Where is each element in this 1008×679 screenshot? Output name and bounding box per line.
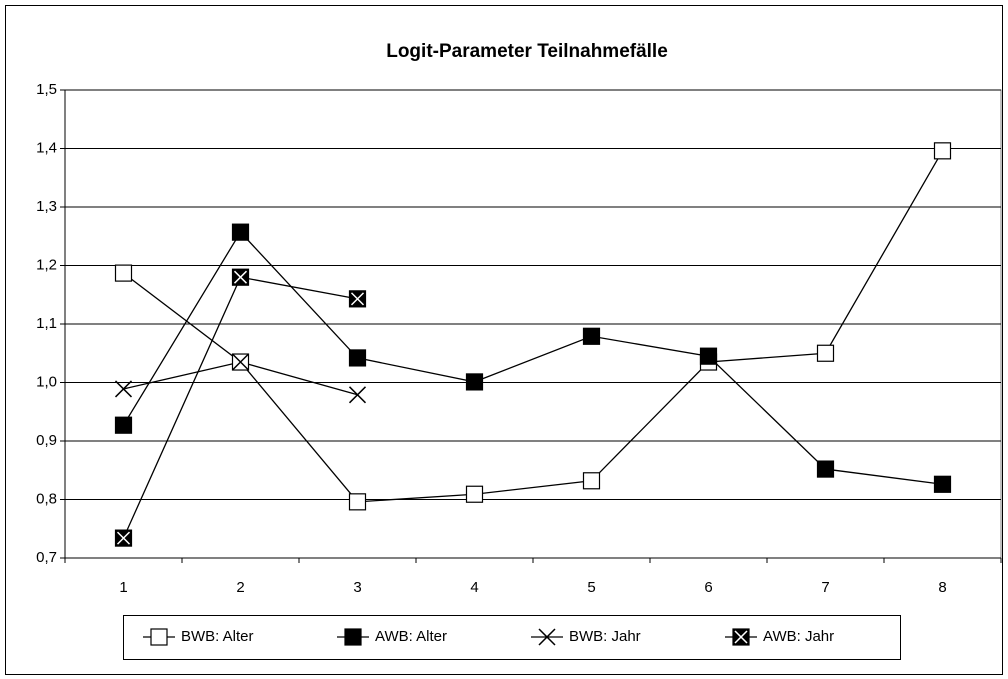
y-tick-label: 0,9	[36, 432, 57, 449]
marker-cross	[116, 531, 131, 545]
marker	[114, 416, 133, 434]
marker	[348, 349, 367, 367]
x-tick-label: 1	[119, 579, 127, 596]
marker-box	[231, 223, 250, 241]
marker	[150, 628, 168, 646]
marker-box	[348, 349, 367, 367]
marker	[732, 628, 750, 646]
marker-cross	[233, 270, 248, 284]
marker-box	[699, 347, 718, 365]
marker-box	[816, 344, 835, 362]
y-tick-label: 1,1	[36, 315, 57, 332]
marker-box	[933, 475, 952, 493]
marker	[699, 347, 718, 365]
marker-box	[816, 460, 835, 478]
marker	[582, 472, 601, 490]
legend-label: BWB: Alter	[181, 628, 254, 645]
marker	[933, 142, 952, 160]
marker-box	[114, 264, 133, 282]
marker	[114, 264, 133, 282]
marker-cross	[734, 630, 748, 644]
marker	[348, 386, 367, 404]
series-line	[122, 231, 943, 485]
marker	[816, 344, 835, 362]
series-line	[123, 150, 944, 503]
marker-box	[465, 373, 484, 391]
y-tick-label: 1,0	[36, 373, 57, 390]
marker-cross	[231, 353, 250, 371]
marker	[114, 380, 133, 398]
marker	[538, 628, 556, 646]
marker-cross	[538, 628, 556, 646]
marker	[344, 628, 362, 646]
marker-box	[114, 416, 133, 434]
x-tick-label: 3	[353, 579, 361, 596]
x-tick-label: 7	[821, 579, 829, 596]
marker-cross	[350, 292, 365, 306]
marker	[465, 485, 484, 503]
y-tick-label: 1,2	[36, 256, 57, 273]
y-tick-label: 0,7	[36, 549, 57, 566]
marker	[348, 493, 367, 511]
x-tick-label: 8	[938, 579, 946, 596]
marker	[465, 373, 484, 391]
y-tick-label: 1,3	[36, 198, 57, 215]
x-tick-label: 5	[587, 579, 595, 596]
marker-box	[344, 628, 362, 646]
marker-cross	[114, 380, 133, 398]
x-tick-label: 2	[236, 579, 244, 596]
marker-box	[933, 142, 952, 160]
marker-box	[465, 485, 484, 503]
x-tick-label: 4	[470, 579, 478, 596]
legend-label: AWB: Jahr	[763, 628, 834, 645]
x-tick-label: 6	[704, 579, 712, 596]
marker	[348, 290, 367, 308]
legend-box	[123, 615, 901, 660]
y-tick-label: 0,8	[36, 490, 57, 507]
marker	[582, 327, 601, 345]
y-tick-label: 1,5	[36, 81, 57, 98]
marker	[231, 223, 250, 241]
chart-title: Logit-Parameter Teilnahmefälle	[386, 41, 668, 62]
marker-box	[348, 493, 367, 511]
marker-cross	[348, 386, 367, 404]
marker-box	[582, 472, 601, 490]
marker-box	[150, 628, 168, 646]
legend-label: AWB: Alter	[375, 628, 447, 645]
marker	[231, 268, 250, 286]
marker	[231, 353, 250, 371]
marker-box	[582, 327, 601, 345]
marker	[816, 460, 835, 478]
y-tick-label: 1,4	[36, 139, 57, 156]
legend-label: BWB: Jahr	[569, 628, 641, 645]
marker	[114, 529, 133, 547]
marker	[933, 475, 952, 493]
